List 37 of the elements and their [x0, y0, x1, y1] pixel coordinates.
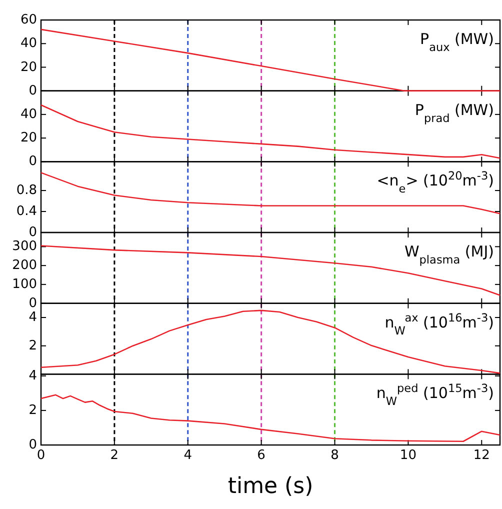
line-series: [40, 104, 501, 159]
y-tick-label: 0: [28, 154, 37, 170]
y-tick-label: 200: [12, 258, 37, 274]
y-tick-label: 0: [28, 296, 37, 311]
text: <n$_{e}$> (10$^{20}$m$^{-3}$): [376, 169, 494, 196]
line-series: [40, 172, 501, 214]
line-series: [40, 310, 501, 374]
y-tick-label: 0: [28, 225, 37, 240]
x-tick-label: 2: [110, 448, 119, 463]
text: n$_{W}$$^{ped}$ (10$^{15}$m$^{-3}$): [376, 382, 494, 408]
y-tick-label: 40: [20, 106, 37, 122]
y-tick-label: 0: [28, 83, 37, 98]
y-tick-label: 60: [20, 12, 37, 28]
x-tick-label: 4: [184, 448, 192, 463]
text: P$_{prad}$ (MW): [414, 100, 494, 124]
line-series: [40, 28, 501, 92]
y-tick-label: 0: [28, 438, 37, 453]
y-tick-label: 0.4: [16, 204, 37, 220]
y-tick-label: 100: [12, 276, 37, 292]
y-tick-label: 2: [28, 338, 37, 354]
y-tick-label: 300: [12, 239, 37, 254]
x-tick-label: 12: [473, 448, 490, 463]
y-tick-label: 40: [20, 36, 37, 52]
x-axis-title: time (s): [228, 474, 314, 499]
y-tick-label: 20: [20, 60, 37, 75]
y-tick-label: 4: [28, 310, 37, 326]
x-tick-label: 6: [257, 448, 266, 463]
text: W$_{plasma}$ (MJ): [404, 242, 494, 266]
line-series: [40, 245, 501, 296]
text: P$_{aux}$ (MW): [420, 30, 494, 54]
text: n$_{W}$$^{ax}$ (10$^{16}$m$^{-3}$): [384, 310, 494, 337]
y-tick-label: 0.8: [16, 183, 37, 198]
y-tick-label: 20: [20, 130, 37, 146]
y-tick-label: 4: [28, 368, 37, 384]
x-tick-label: 10: [400, 448, 416, 463]
x-tick-label: 8: [330, 448, 339, 463]
y-tick-label: 2: [28, 402, 37, 418]
